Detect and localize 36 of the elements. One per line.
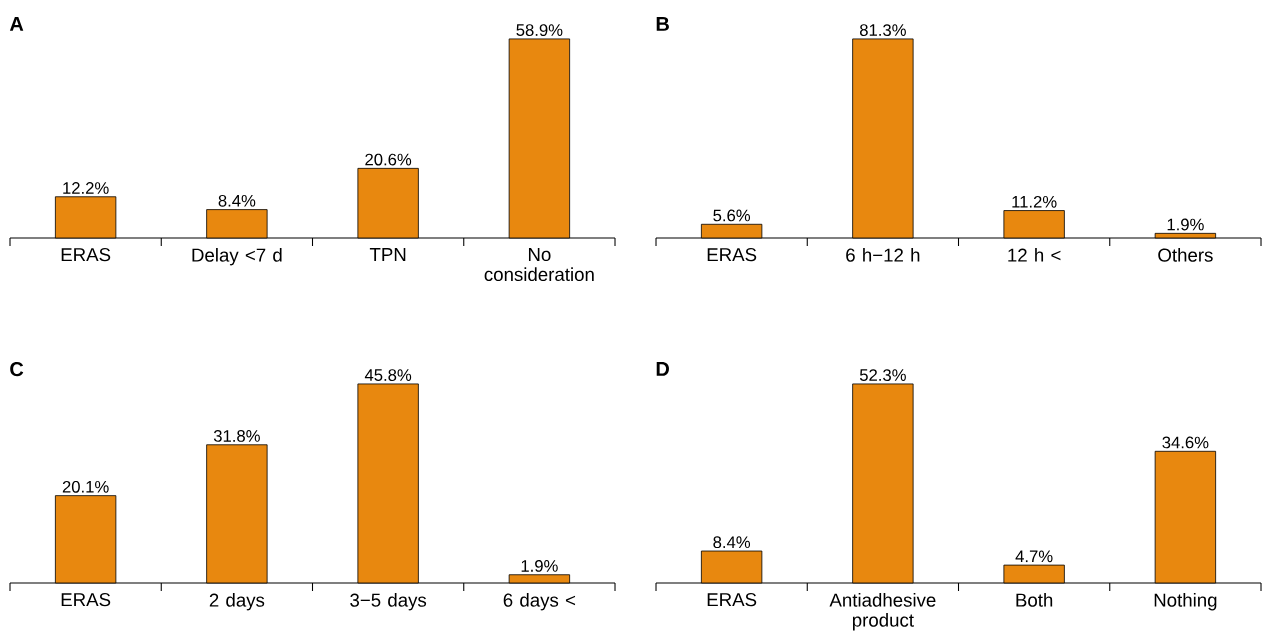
x-tick-label: ERAS — [707, 593, 757, 607]
x-tick-label: Both — [1016, 593, 1053, 607]
x-tick-label: Antiadhesive product — [829, 593, 936, 631]
x-tick-label: 2 days — [209, 593, 265, 611]
x-tick-label: Delay <7 d — [192, 248, 282, 266]
x-tick-label: ERAS — [61, 593, 111, 607]
data-label: 5.6% — [713, 209, 751, 222]
x-tick-label: Nothing — [1154, 593, 1217, 611]
data-label: 8.4% — [218, 194, 256, 207]
x-tick-label: 6 h−12 h — [846, 248, 920, 262]
x-tick-label: 3−5 days — [350, 593, 427, 611]
data-label: 81.3% — [859, 24, 906, 36]
x-tick-label: ERAS — [61, 248, 111, 262]
data-label: 58.9% — [516, 24, 563, 36]
x-tick-label: ERAS — [707, 248, 757, 262]
data-label: 31.8% — [213, 430, 260, 442]
data-label: 34.6% — [1162, 436, 1209, 449]
data-label: 20.6% — [365, 153, 412, 166]
data-label: 12.2% — [63, 182, 109, 194]
data-label: 4.7% — [1015, 550, 1053, 563]
data-label: 11.2% — [1012, 195, 1057, 208]
chart-title: C — [10, 362, 24, 377]
chart-title: D — [656, 362, 669, 376]
data-label: 8.4% — [713, 536, 751, 549]
data-label: 45.8% — [364, 369, 412, 381]
data-label: 52.3% — [859, 369, 906, 381]
x-tick-label: 6 days < — [503, 593, 576, 611]
data-label: 1.9% — [521, 560, 558, 572]
x-tick-label: TPN — [369, 248, 406, 261]
data-label: 20.1% — [62, 480, 109, 493]
x-tick-label: No consideration — [484, 248, 594, 282]
chart-title: A — [9, 17, 24, 31]
x-tick-label: 12 h < — [1008, 248, 1061, 262]
x-tick-label: Others — [1158, 248, 1213, 262]
chart-title: B — [656, 17, 669, 31]
data-label: 1.9% — [1167, 218, 1204, 231]
